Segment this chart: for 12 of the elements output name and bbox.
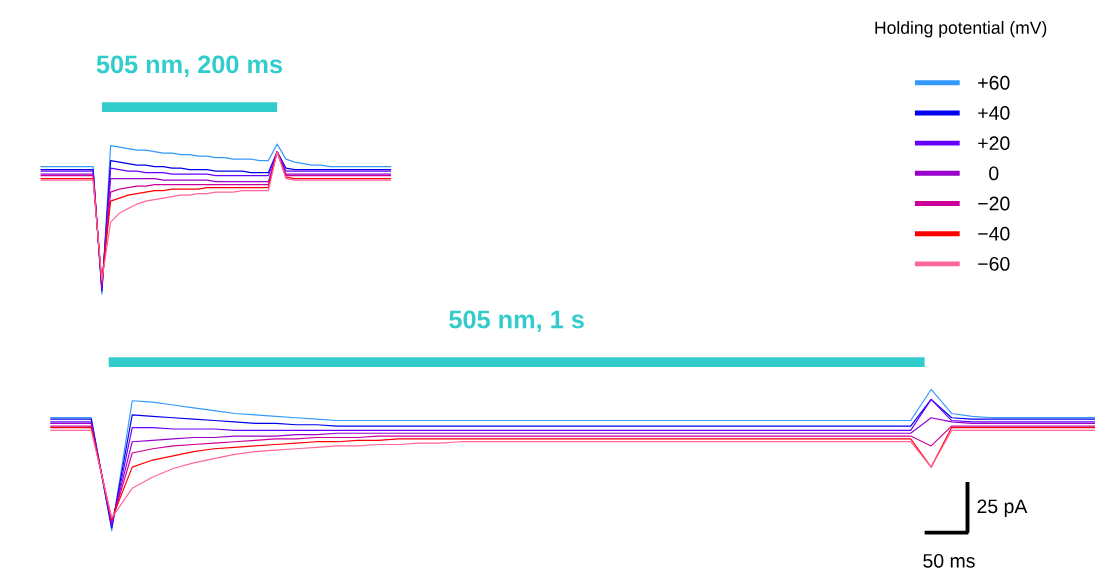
legend-label: +40 bbox=[978, 106, 1010, 121]
legend-label: 0 bbox=[989, 166, 999, 181]
legend-label: +20 bbox=[978, 136, 1010, 151]
text: 50 ms bbox=[923, 554, 975, 568]
legend-label: −20 bbox=[978, 196, 1010, 211]
legend-label: −60 bbox=[978, 257, 1010, 271]
legend-label: +60 bbox=[978, 76, 1010, 90]
legend-title: Holding potential (mV) bbox=[875, 21, 1047, 38]
annotation: 25 pA bbox=[977, 499, 1028, 518]
text: 505 nm, 1 s bbox=[449, 310, 584, 333]
legend-label: −40 bbox=[978, 227, 1010, 241]
text: 505 nm, 200 ms bbox=[96, 55, 283, 78]
